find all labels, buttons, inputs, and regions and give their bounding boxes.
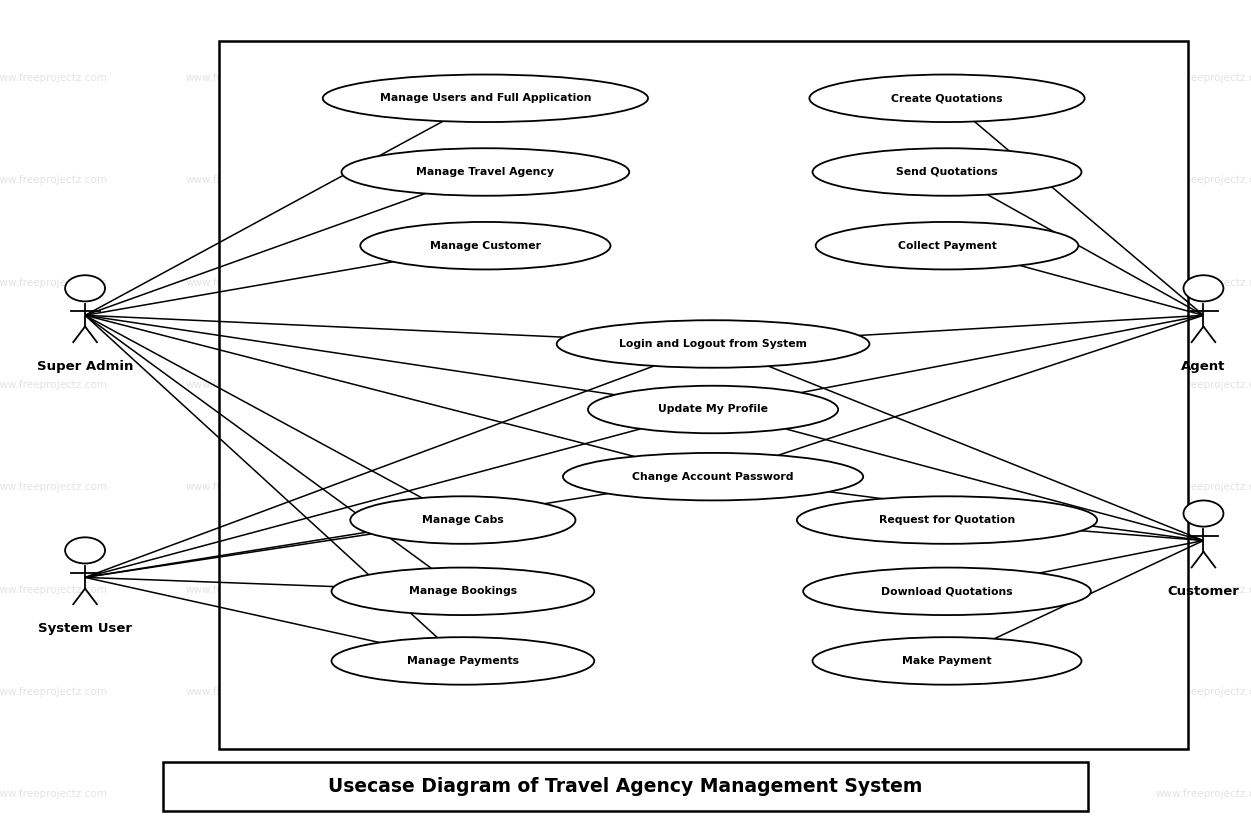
Text: www.freeprojectz.com: www.freeprojectz.com: [1156, 790, 1251, 799]
Circle shape: [65, 275, 105, 301]
Text: www.freeprojectz.com: www.freeprojectz.com: [962, 380, 1077, 390]
Ellipse shape: [332, 568, 594, 615]
Text: www.freeprojectz.com: www.freeprojectz.com: [186, 73, 301, 83]
Text: www.freeprojectz.com: www.freeprojectz.com: [0, 482, 108, 492]
Text: www.freeprojectz.com: www.freeprojectz.com: [1156, 585, 1251, 595]
Text: www.freeprojectz.com: www.freeprojectz.com: [0, 175, 108, 185]
Ellipse shape: [342, 148, 629, 196]
Text: www.freeprojectz.com: www.freeprojectz.com: [574, 687, 689, 697]
Text: www.freeprojectz.com: www.freeprojectz.com: [186, 175, 301, 185]
Ellipse shape: [809, 75, 1085, 122]
Text: Create Quotations: Create Quotations: [891, 93, 1003, 103]
Text: www.freeprojectz.com: www.freeprojectz.com: [0, 73, 108, 83]
Ellipse shape: [813, 148, 1081, 196]
Text: www.freeprojectz.com: www.freeprojectz.com: [768, 687, 883, 697]
Text: Agent: Agent: [1181, 360, 1226, 373]
Text: www.freeprojectz.com: www.freeprojectz.com: [0, 278, 108, 287]
Text: Manage Bookings: Manage Bookings: [409, 586, 517, 596]
Text: www.freeprojectz.com: www.freeprojectz.com: [380, 585, 495, 595]
Text: www.freeprojectz.com: www.freeprojectz.com: [574, 790, 689, 799]
Text: www.freeprojectz.com: www.freeprojectz.com: [768, 278, 883, 287]
Text: www.freeprojectz.com: www.freeprojectz.com: [574, 380, 689, 390]
Text: www.freeprojectz.com: www.freeprojectz.com: [380, 278, 495, 287]
Text: Download Quotations: Download Quotations: [881, 586, 1013, 596]
Text: www.freeprojectz.com: www.freeprojectz.com: [962, 585, 1077, 595]
Ellipse shape: [813, 637, 1081, 685]
Text: Manage Payments: Manage Payments: [407, 656, 519, 666]
Text: Manage Cabs: Manage Cabs: [422, 515, 504, 525]
Text: www.freeprojectz.com: www.freeprojectz.com: [1156, 380, 1251, 390]
Ellipse shape: [563, 453, 863, 500]
Text: www.freeprojectz.com: www.freeprojectz.com: [0, 380, 108, 390]
Text: Collect Payment: Collect Payment: [897, 241, 997, 251]
Ellipse shape: [557, 320, 869, 368]
Text: www.freeprojectz.com: www.freeprojectz.com: [186, 687, 301, 697]
Text: Super Admin: Super Admin: [36, 360, 134, 373]
Text: www.freeprojectz.com: www.freeprojectz.com: [768, 73, 883, 83]
Text: www.freeprojectz.com: www.freeprojectz.com: [1156, 687, 1251, 697]
Circle shape: [65, 537, 105, 563]
Text: Customer: Customer: [1167, 586, 1240, 599]
Text: www.freeprojectz.com: www.freeprojectz.com: [574, 278, 689, 287]
Text: www.freeprojectz.com: www.freeprojectz.com: [0, 790, 108, 799]
Ellipse shape: [323, 75, 648, 122]
Text: www.freeprojectz.com: www.freeprojectz.com: [574, 73, 689, 83]
Text: www.freeprojectz.com: www.freeprojectz.com: [0, 585, 108, 595]
Text: www.freeprojectz.com: www.freeprojectz.com: [962, 175, 1077, 185]
Text: www.freeprojectz.com: www.freeprojectz.com: [186, 380, 301, 390]
Ellipse shape: [816, 222, 1078, 269]
Text: www.freeprojectz.com: www.freeprojectz.com: [1156, 175, 1251, 185]
Ellipse shape: [803, 568, 1091, 615]
Ellipse shape: [332, 637, 594, 685]
Text: www.freeprojectz.com: www.freeprojectz.com: [574, 175, 689, 185]
Text: www.freeprojectz.com: www.freeprojectz.com: [768, 175, 883, 185]
Text: www.freeprojectz.com: www.freeprojectz.com: [768, 585, 883, 595]
Text: www.freeprojectz.com: www.freeprojectz.com: [380, 790, 495, 799]
Text: www.freeprojectz.com: www.freeprojectz.com: [962, 278, 1077, 287]
Text: Make Payment: Make Payment: [902, 656, 992, 666]
Text: www.freeprojectz.com: www.freeprojectz.com: [1156, 278, 1251, 287]
Text: www.freeprojectz.com: www.freeprojectz.com: [768, 790, 883, 799]
Text: www.freeprojectz.com: www.freeprojectz.com: [962, 790, 1077, 799]
Circle shape: [1183, 500, 1223, 527]
Text: www.freeprojectz.com: www.freeprojectz.com: [962, 687, 1077, 697]
Text: Manage Customer: Manage Customer: [430, 241, 540, 251]
Text: www.freeprojectz.com: www.freeprojectz.com: [962, 482, 1077, 492]
Text: www.freeprojectz.com: www.freeprojectz.com: [186, 278, 301, 287]
Text: Usecase Diagram of Travel Agency Management System: Usecase Diagram of Travel Agency Managem…: [328, 776, 923, 796]
FancyBboxPatch shape: [163, 762, 1088, 811]
Text: www.freeprojectz.com: www.freeprojectz.com: [380, 380, 495, 390]
Text: www.freeprojectz.com: www.freeprojectz.com: [380, 175, 495, 185]
Text: www.freeprojectz.com: www.freeprojectz.com: [380, 482, 495, 492]
Text: Manage Users and Full Application: Manage Users and Full Application: [379, 93, 592, 103]
FancyBboxPatch shape: [219, 41, 1188, 749]
Ellipse shape: [797, 496, 1097, 544]
Ellipse shape: [350, 496, 575, 544]
Ellipse shape: [360, 222, 610, 269]
Text: www.freeprojectz.com: www.freeprojectz.com: [768, 482, 883, 492]
Text: www.freeprojectz.com: www.freeprojectz.com: [0, 687, 108, 697]
Text: www.freeprojectz.com: www.freeprojectz.com: [768, 380, 883, 390]
Text: www.freeprojectz.com: www.freeprojectz.com: [186, 585, 301, 595]
Circle shape: [1183, 275, 1223, 301]
Ellipse shape: [588, 386, 838, 433]
Text: www.freeprojectz.com: www.freeprojectz.com: [1156, 73, 1251, 83]
Text: Request for Quotation: Request for Quotation: [879, 515, 1015, 525]
Text: System User: System User: [38, 622, 133, 636]
Text: www.freeprojectz.com: www.freeprojectz.com: [186, 790, 301, 799]
Text: Update My Profile: Update My Profile: [658, 405, 768, 414]
Text: Login and Logout from System: Login and Logout from System: [619, 339, 807, 349]
Text: www.freeprojectz.com: www.freeprojectz.com: [380, 73, 495, 83]
Text: Manage Travel Agency: Manage Travel Agency: [417, 167, 554, 177]
Text: www.freeprojectz.com: www.freeprojectz.com: [962, 73, 1077, 83]
Text: www.freeprojectz.com: www.freeprojectz.com: [574, 585, 689, 595]
Text: www.freeprojectz.com: www.freeprojectz.com: [380, 687, 495, 697]
Text: www.freeprojectz.com: www.freeprojectz.com: [1156, 482, 1251, 492]
Text: Change Account Password: Change Account Password: [632, 472, 794, 482]
Text: www.freeprojectz.com: www.freeprojectz.com: [574, 482, 689, 492]
Text: www.freeprojectz.com: www.freeprojectz.com: [186, 482, 301, 492]
Text: Send Quotations: Send Quotations: [896, 167, 998, 177]
